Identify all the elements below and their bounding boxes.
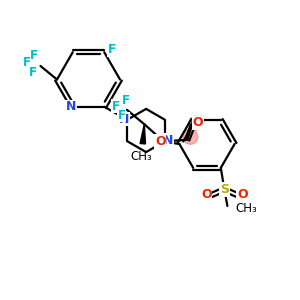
Text: F: F [29,65,37,79]
Text: CH₃: CH₃ [235,202,256,215]
Text: F: F [107,43,116,56]
Text: N: N [66,100,76,113]
Text: O: O [155,135,166,148]
Circle shape [189,116,202,130]
Text: N: N [118,112,129,126]
Text: F: F [23,56,31,70]
Polygon shape [140,124,145,144]
Text: S: S [220,183,229,196]
Text: F: F [30,49,38,62]
Text: F: F [122,94,129,107]
Circle shape [183,129,198,144]
Text: F: F [118,109,125,122]
Text: CH₃: CH₃ [130,150,152,163]
Text: O: O [193,116,203,130]
Text: N: N [163,134,174,147]
Text: O: O [201,188,212,201]
Text: F: F [112,100,119,113]
Text: O: O [237,188,248,201]
